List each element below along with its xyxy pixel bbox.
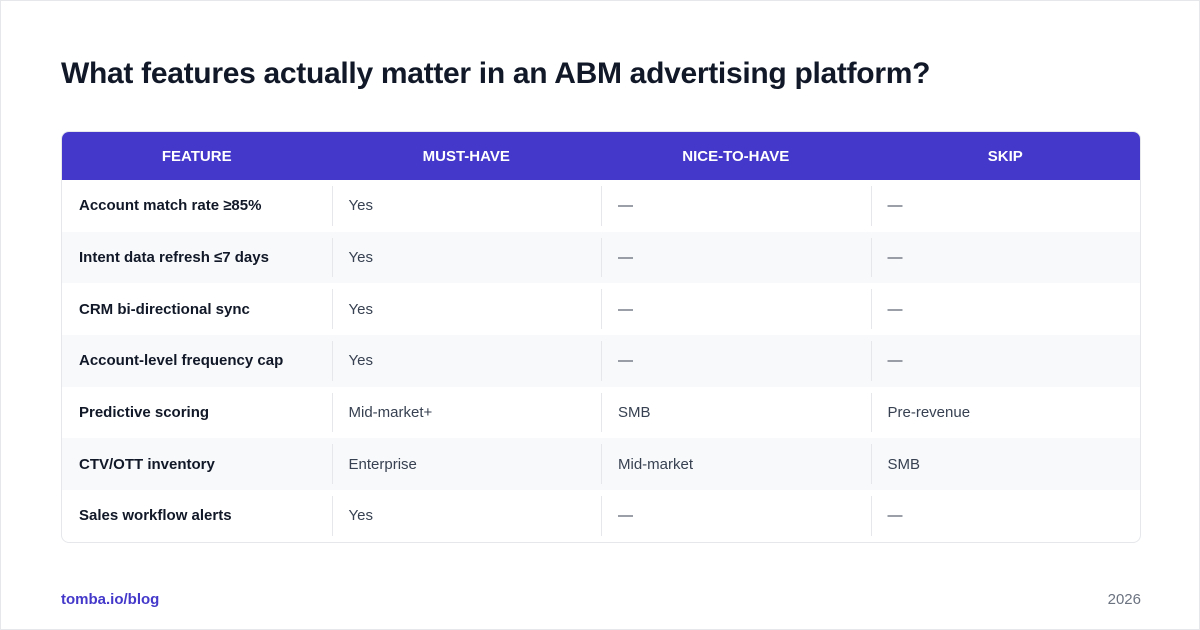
table-cell: — bbox=[601, 490, 871, 542]
table-cell: SMB bbox=[601, 387, 871, 439]
table-row: Account-level frequency cap Yes — — bbox=[62, 335, 1140, 387]
table-cell: Yes bbox=[331, 283, 602, 335]
source-link[interactable]: tomba.io/blog bbox=[61, 591, 160, 608]
header-cell: FEATURE bbox=[161, 147, 232, 165]
table-cell: SMB bbox=[870, 438, 1141, 490]
table-row: Predictive scoring Mid-market+ SMB Pre-reve… bbox=[62, 387, 1140, 439]
header-cell: SKIP bbox=[987, 147, 1023, 165]
header-cell: MUST-HAVE bbox=[422, 147, 510, 165]
table: FEATURE MUST-HAVE NICE-TO-HAVE SKIP Account… bbox=[61, 131, 1141, 543]
table-cell: CRM bi-directional sync bbox=[79, 300, 250, 318]
table-cell: — bbox=[870, 283, 1141, 335]
header-cell: NICE-TO-HAVE bbox=[682, 147, 790, 165]
table-header: FEATURE MUST-HAVE NICE-TO-HAVE SKIP bbox=[62, 132, 1140, 180]
table-cell: Intent data refresh ≤7 days bbox=[79, 249, 269, 267]
table-cell: Yes bbox=[331, 490, 602, 542]
table-cell: Pre-revenue bbox=[870, 387, 1141, 439]
table-cell: Yes bbox=[331, 180, 602, 232]
table-cell: — bbox=[601, 283, 871, 335]
table-cell: Mid-market bbox=[601, 438, 871, 490]
table-cell: Account-level frequency cap bbox=[79, 352, 284, 370]
table-cell: CTV/OTT inventory bbox=[79, 455, 215, 473]
table-cell: Predictive scoring bbox=[79, 404, 210, 422]
table-cell: — bbox=[870, 490, 1141, 542]
table-row: Intent data refresh ≤7 days Yes — — bbox=[62, 231, 1141, 284]
table-cell: Account match rate ≥85% bbox=[79, 197, 262, 215]
table-row: CTV/OTT inventory Enterprise Mid-market SMB bbox=[62, 438, 1141, 491]
table-row: Account match rate ≥85% Yes — — bbox=[62, 180, 1140, 232]
table-cell: — bbox=[870, 180, 1141, 232]
table-cell: Sales workflow alerts bbox=[79, 507, 232, 525]
table-cell: Mid-market+ bbox=[331, 387, 602, 439]
table-row: CRM bi-directional sync Yes — — bbox=[62, 283, 1140, 335]
table-row: Sales workflow alerts Yes — — bbox=[62, 490, 1140, 542]
year: 2026 bbox=[1107, 591, 1141, 608]
table-cell: — bbox=[601, 232, 871, 284]
table-cell: Yes bbox=[331, 232, 602, 284]
table-cell: Enterprise bbox=[331, 438, 602, 490]
table-cell: — bbox=[870, 335, 1141, 387]
table-cell: — bbox=[601, 180, 871, 232]
table-cell: — bbox=[870, 232, 1141, 284]
table-cell: Yes bbox=[331, 335, 602, 387]
title: What features actually matter in an ABM … bbox=[61, 57, 931, 90]
table-cell: — bbox=[601, 335, 871, 387]
